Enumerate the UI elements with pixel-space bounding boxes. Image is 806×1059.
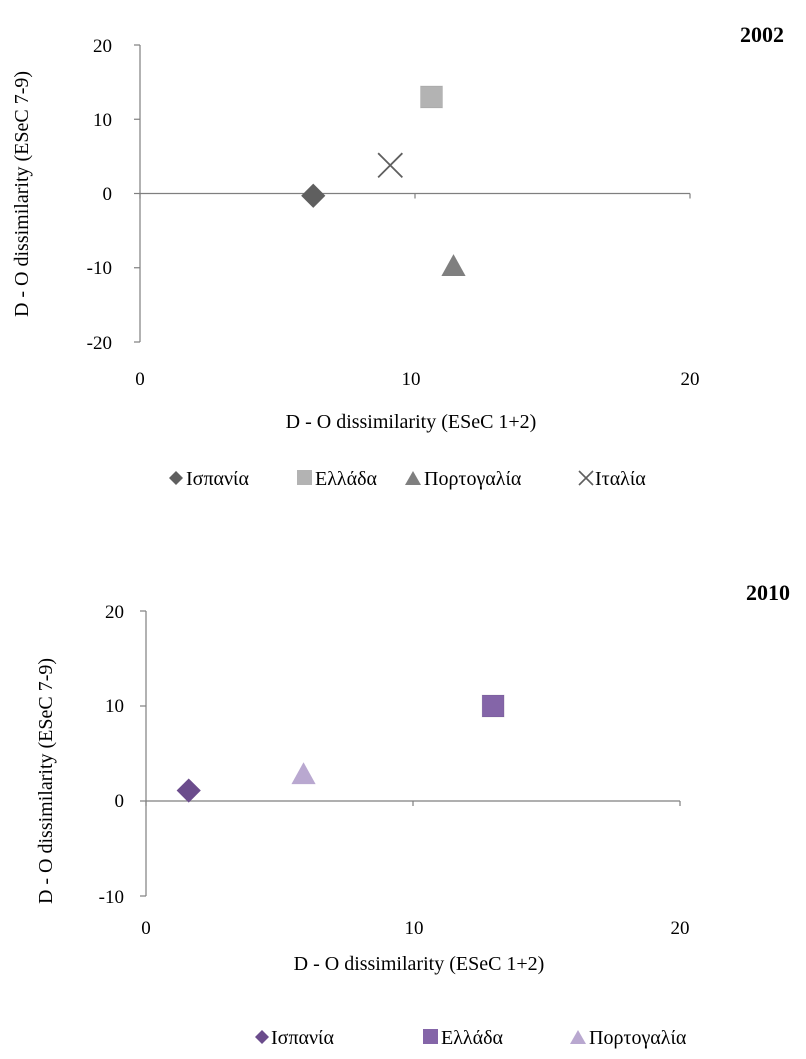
data-point-square bbox=[481, 694, 505, 718]
chart-title: 2010 bbox=[746, 580, 790, 605]
y-tick-label: 20 bbox=[93, 36, 112, 57]
chart-2010: 2010 D - O dissimilarity (ESeC 7-9) D - … bbox=[35, 580, 790, 1049]
y-ticks: 20 10 0 -10 bbox=[99, 602, 124, 908]
data-point-triangle bbox=[291, 762, 316, 785]
x-tick-label: 10 bbox=[402, 369, 421, 390]
legend-marker-triangle bbox=[405, 471, 421, 485]
x-tick-label: 10 bbox=[405, 918, 424, 939]
axes bbox=[140, 610, 681, 897]
y-ticks: 20 10 0 -10 -20 bbox=[87, 36, 112, 354]
chart-2002: 2002 D - O dissimilarity (ESeC 7-9) D - … bbox=[11, 22, 784, 490]
legend-label: Πορτογαλία bbox=[589, 1027, 687, 1049]
x-tick-label: 20 bbox=[681, 369, 700, 390]
x-ticks: 0 10 20 bbox=[141, 918, 689, 939]
data-point-triangle bbox=[441, 254, 466, 276]
x-axis-title: D - O dissimilarity (ESeC 1+2) bbox=[286, 411, 537, 433]
y-axis-title: D - O dissimilarity (ESeC 7-9) bbox=[11, 71, 33, 317]
x-axis-title: D - O dissimilarity (ESeC 1+2) bbox=[294, 953, 545, 975]
x-tick-label: 0 bbox=[141, 918, 151, 939]
data-point-x bbox=[377, 152, 403, 179]
data-points bbox=[301, 85, 466, 276]
legend: Ισπανία Ελλάδα Πορτογαλία bbox=[255, 1027, 687, 1049]
data-points bbox=[176, 694, 505, 803]
y-tick-label: 10 bbox=[93, 110, 112, 131]
x-ticks: 0 10 20 bbox=[135, 369, 699, 390]
y-axis-title: D - O dissimilarity (ESeC 7-9) bbox=[35, 658, 57, 904]
legend-marker-diamond bbox=[169, 471, 183, 485]
y-tick-label: -10 bbox=[99, 887, 124, 908]
x-tick-label: 20 bbox=[671, 918, 690, 939]
legend-marker-diamond bbox=[255, 1030, 269, 1044]
y-tick-label: 0 bbox=[115, 791, 125, 812]
data-point-square bbox=[420, 85, 443, 109]
x-tick-label: 0 bbox=[135, 369, 145, 390]
legend-marker-square bbox=[297, 470, 312, 485]
legend: Ισπανία Ελλάδα Πορτογαλία Ιταλία bbox=[169, 468, 646, 490]
y-tick-label: 10 bbox=[105, 696, 124, 717]
legend-marker-triangle bbox=[570, 1030, 586, 1044]
data-point-diamond bbox=[301, 183, 326, 208]
y-tick-label: 20 bbox=[105, 602, 124, 623]
y-tick-label: 0 bbox=[103, 184, 113, 205]
data-point-diamond bbox=[176, 778, 201, 803]
axes bbox=[134, 44, 691, 343]
legend-marker-x bbox=[578, 470, 594, 486]
legend-label: Ισπανία bbox=[271, 1027, 334, 1049]
legend-label: Ελλάδα bbox=[441, 1027, 504, 1049]
legend-marker-square bbox=[423, 1029, 438, 1044]
legend-label: Ελλάδα bbox=[315, 468, 378, 490]
y-tick-label: -10 bbox=[87, 258, 112, 279]
chart-title: 2002 bbox=[740, 22, 784, 47]
legend-label: Ισπανία bbox=[186, 468, 249, 490]
y-tick-label: -20 bbox=[87, 333, 112, 354]
legend-label: Πορτογαλία bbox=[424, 468, 522, 490]
legend-label: Ιταλία bbox=[595, 468, 646, 490]
